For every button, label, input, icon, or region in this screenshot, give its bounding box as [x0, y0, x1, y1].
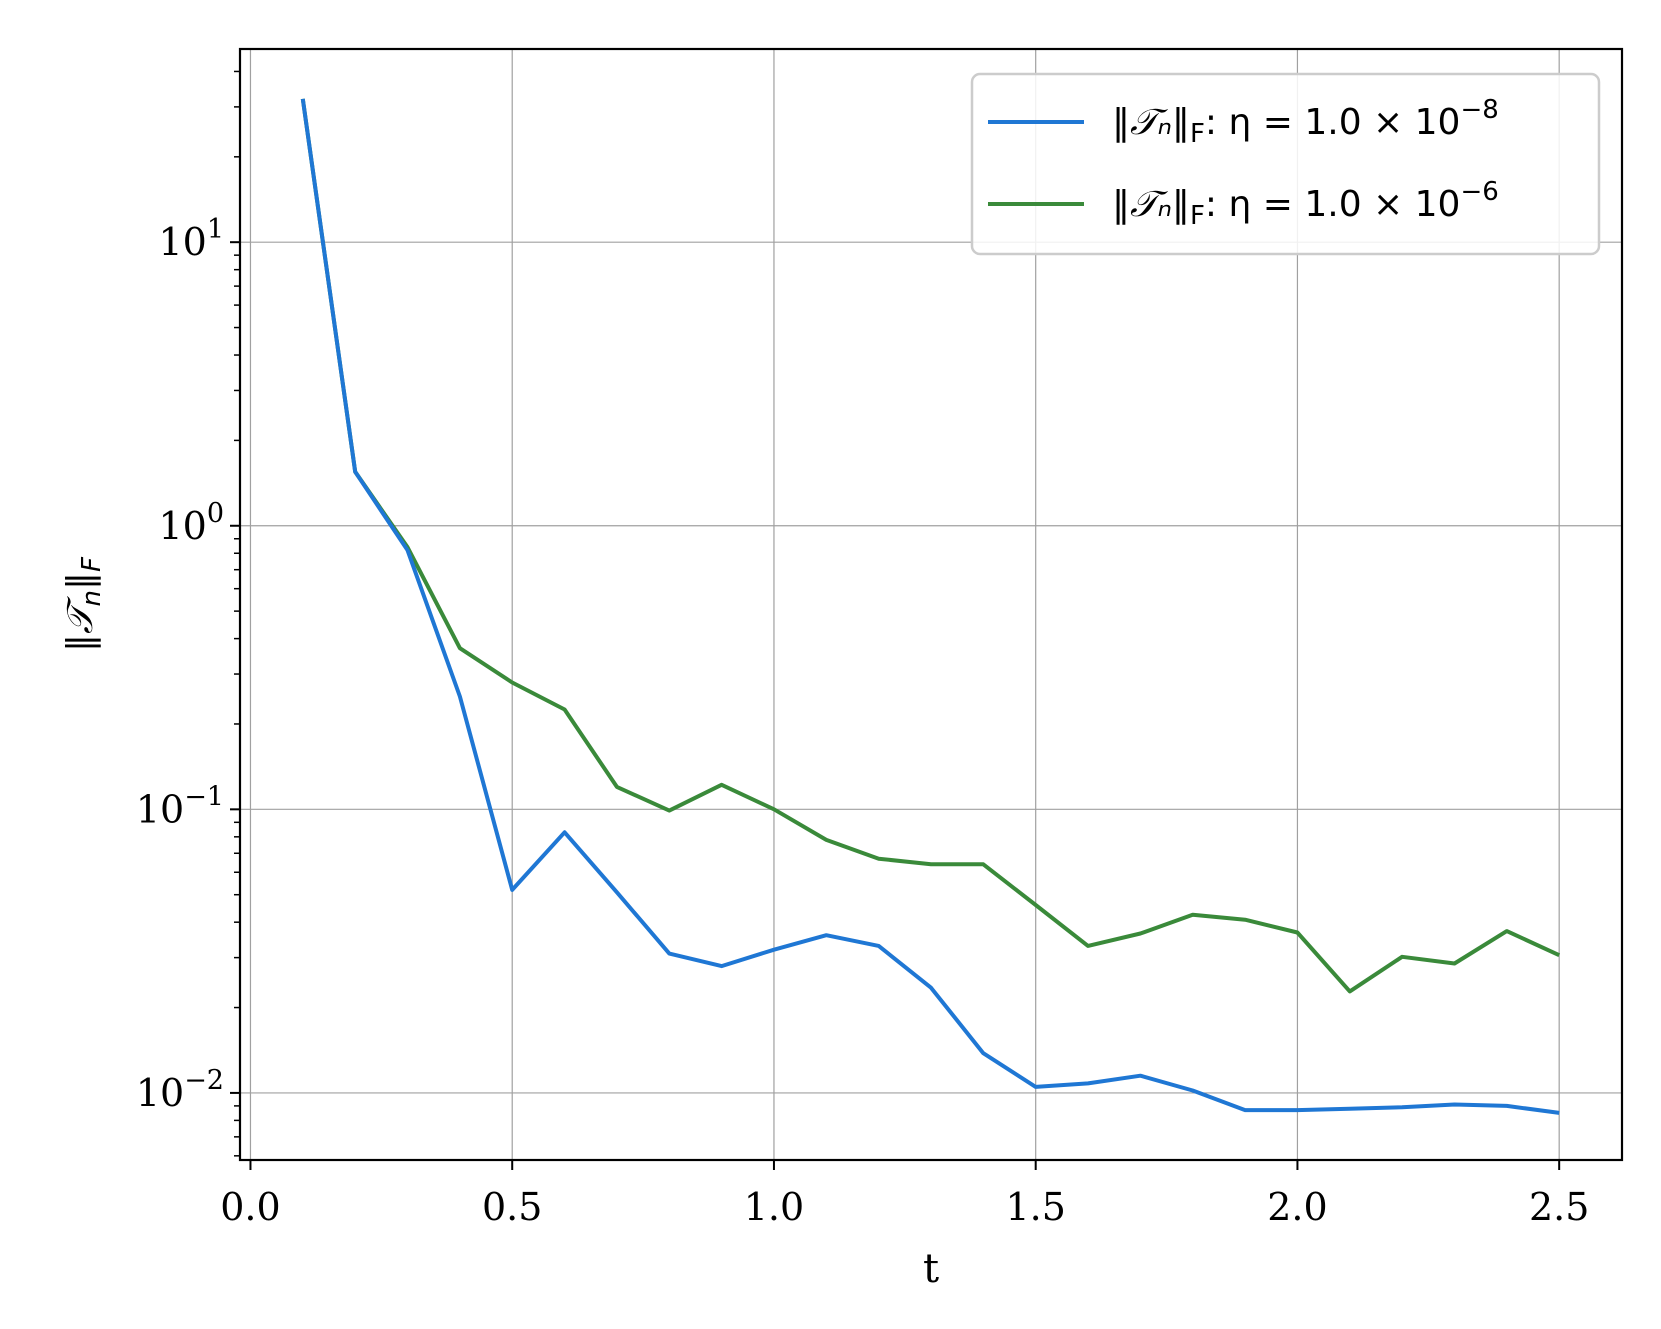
series-line-1: [300, 98, 1560, 1115]
legend: ‖𝒯ₙ‖F: η = 1.0 × 10−8 ‖𝒯ₙ‖F: η = 1.0 × 10…: [970, 72, 1601, 256]
plot-frame: [238, 47, 1624, 1162]
legend-label: ‖𝒯ₙ‖F: η = 1.0 × 10−6: [1112, 177, 1499, 231]
y-tick-label: 10−1: [136, 781, 224, 831]
x-tick-label: 1.5: [1005, 1185, 1065, 1229]
series-line-2: [300, 98, 1561, 994]
legend-label: ‖𝒯ₙ‖F: η = 1.0 × 10−8: [1112, 95, 1499, 149]
y-tick-label: 101: [158, 214, 224, 264]
series-layer: [300, 98, 1561, 1115]
x-tick-label: 0.0: [220, 1185, 280, 1229]
x-axis-label: t: [923, 1246, 939, 1292]
legend-box: [970, 72, 1601, 256]
axis-ticks: 0.0 0.5 1.0 1.5 2.0 2.5 10−2 10−1 100 101: [136, 70, 1589, 1229]
y-tick-label: 100: [158, 498, 224, 548]
x-tick-label: 0.5: [482, 1185, 542, 1229]
y-axis-label-text: ‖𝒯n‖F: [60, 556, 107, 652]
x-tick-label: 2.0: [1267, 1185, 1327, 1229]
x-tick-label: 1.0: [744, 1185, 804, 1229]
y-tick-label: 10−2: [136, 1065, 224, 1115]
x-tick-label: 2.5: [1529, 1185, 1589, 1229]
y-axis-label: ‖𝒯n‖F: [60, 556, 107, 652]
